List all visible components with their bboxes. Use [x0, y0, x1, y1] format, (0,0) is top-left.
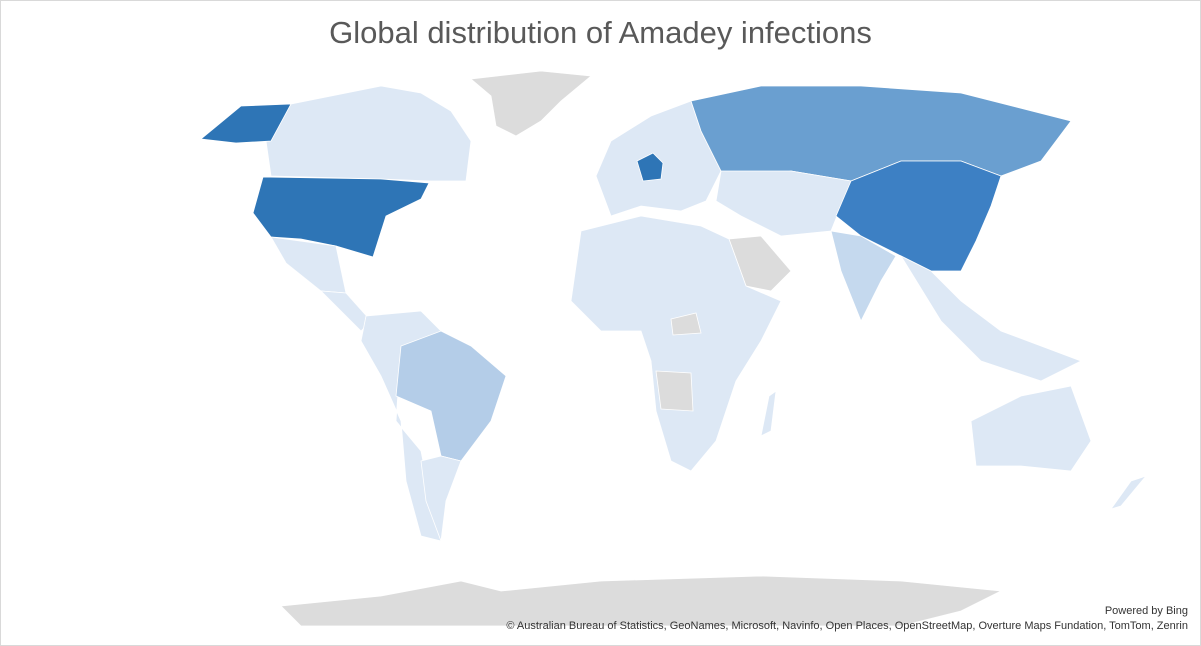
antarctica [280, 575, 1003, 627]
usa [252, 176, 430, 258]
southeast-asia [899, 255, 1082, 382]
argentina-uruguay [420, 455, 462, 542]
map-title: Global distribution of Amadey infections [329, 15, 872, 50]
canada [265, 85, 472, 182]
germany [636, 152, 664, 182]
greenland [470, 70, 592, 137]
madagascar [760, 390, 777, 437]
attribution: © Australian Bureau of Statistics, GeoNa… [506, 620, 1188, 632]
africa [570, 215, 782, 472]
australia [970, 385, 1092, 472]
central-african-republic [670, 312, 702, 336]
russia [690, 85, 1072, 182]
brazil [395, 330, 507, 462]
india [830, 230, 897, 322]
central-america [319, 290, 372, 332]
powered-by: Powered by Bing [1104, 605, 1188, 617]
alaska [200, 103, 292, 144]
china [835, 160, 1002, 272]
angola [655, 370, 694, 412]
countries [200, 70, 1148, 627]
central-asia [715, 170, 852, 237]
new-zealand [1109, 475, 1148, 510]
